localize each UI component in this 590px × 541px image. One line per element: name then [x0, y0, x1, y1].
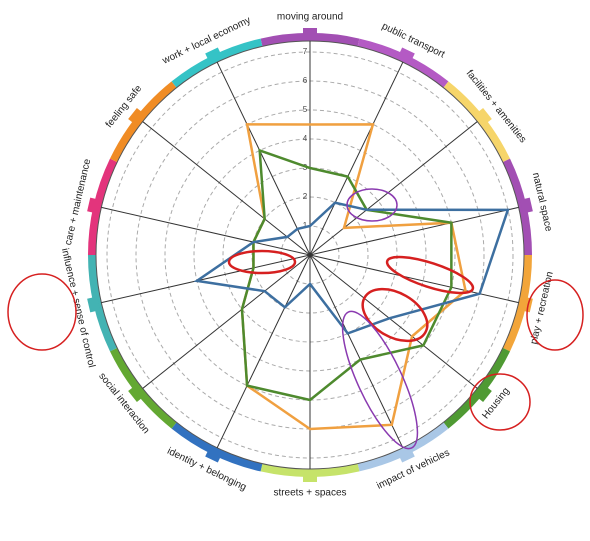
category-label: streets + spaces	[273, 488, 346, 499]
y-tick-label: 1	[303, 221, 308, 230]
ring-tab	[303, 472, 317, 482]
ring-tab	[520, 197, 533, 214]
series-line	[193, 201, 510, 335]
spoke	[101, 254, 311, 304]
ring-tab	[205, 47, 223, 63]
grid-circle	[251, 196, 369, 314]
ring-tab	[303, 28, 317, 38]
category-label: moving around	[277, 12, 343, 23]
ring-tab	[397, 447, 415, 463]
y-tick-label: 6	[303, 76, 308, 85]
annotation	[526, 279, 584, 351]
y-tick-label: 7	[303, 47, 308, 56]
ring-tab	[475, 384, 492, 403]
spoke	[309, 121, 478, 256]
spoke	[309, 254, 478, 389]
spoke	[309, 61, 404, 256]
category-label: care + maintenance	[63, 157, 93, 246]
ring-tab	[87, 197, 100, 214]
spoke	[309, 206, 519, 256]
ring-tab	[397, 47, 415, 63]
annotation	[361, 287, 429, 343]
annotation	[385, 255, 475, 295]
category-label: social interaction	[96, 371, 151, 436]
annotation	[469, 373, 531, 431]
annotations	[7, 188, 584, 450]
ring-tab	[87, 296, 100, 313]
spoke	[216, 254, 311, 449]
category-label: play + recreation	[529, 271, 556, 346]
spoke	[101, 206, 311, 256]
category-label: natural space	[530, 172, 554, 233]
spoke	[216, 61, 311, 256]
spoke	[142, 121, 311, 256]
ring-tab	[475, 107, 492, 126]
y-tick-label: 5	[303, 105, 308, 114]
y-tick-label: 2	[303, 192, 308, 201]
ring-tab	[128, 384, 145, 403]
series-line	[240, 148, 453, 402]
annotation	[7, 273, 77, 351]
spoke	[309, 254, 519, 304]
spoke	[142, 254, 311, 389]
ring-tab	[205, 447, 223, 463]
category-label: identity + belonging	[165, 446, 248, 493]
series-line	[240, 123, 467, 431]
annotation	[341, 310, 419, 450]
y-tick-label: 4	[303, 134, 308, 143]
spoke	[309, 254, 404, 449]
annotation	[346, 188, 398, 222]
ring-tab	[128, 107, 145, 126]
annotation	[227, 249, 297, 275]
